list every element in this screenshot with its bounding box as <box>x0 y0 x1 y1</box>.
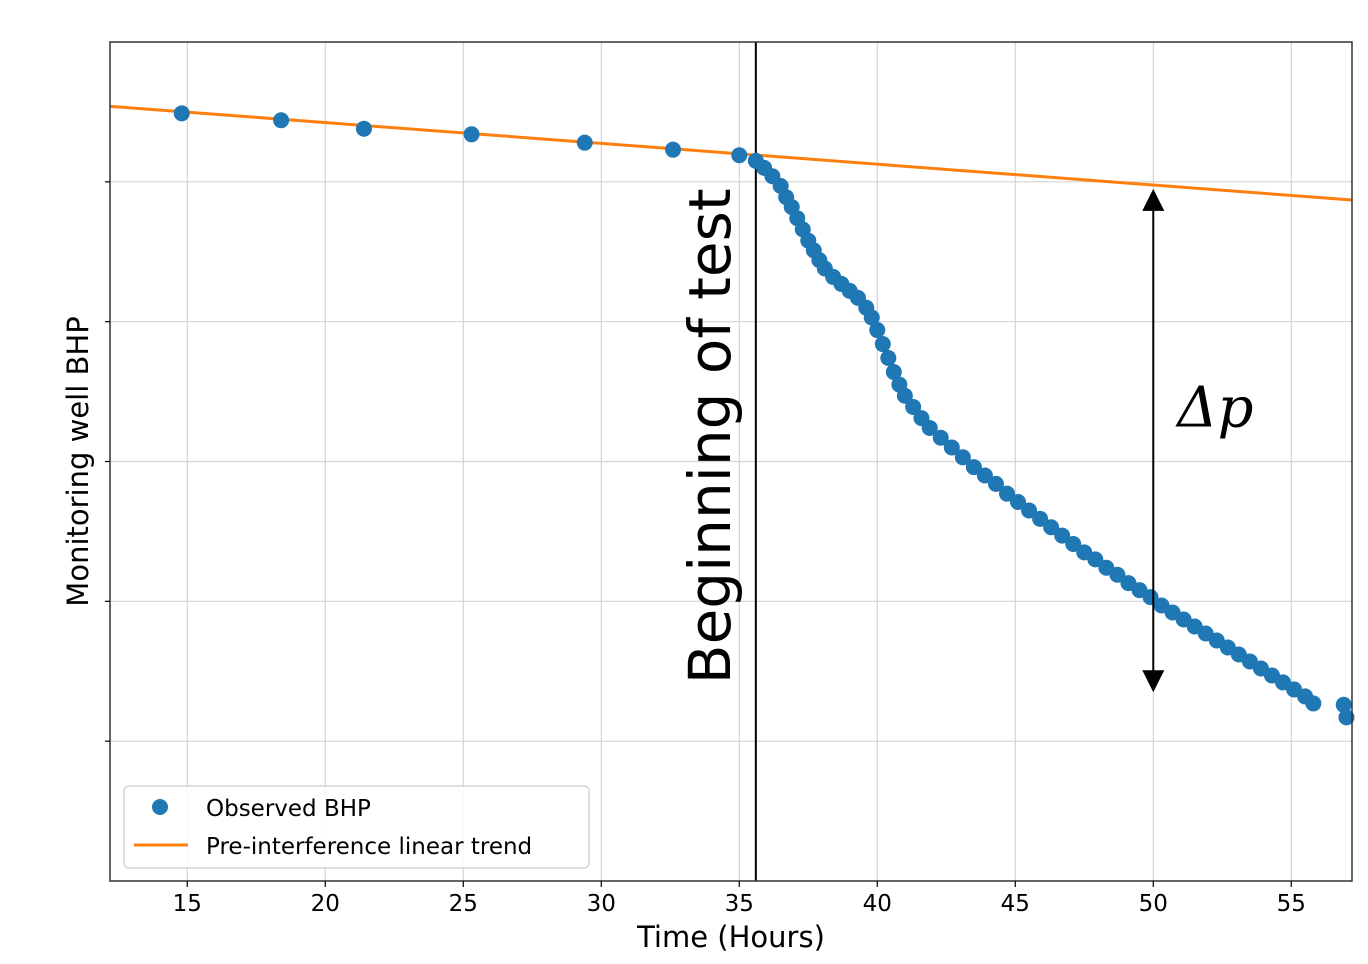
legend-label-trend: Pre-interference linear trend <box>206 834 532 860</box>
data-point <box>921 419 938 436</box>
data-point <box>987 475 1004 492</box>
observed-points <box>173 105 1355 726</box>
x-tick-label: 50 <box>1139 891 1168 917</box>
data-point <box>1142 589 1159 606</box>
data-point <box>880 350 897 367</box>
legend-label-observed: Observed BHP <box>206 796 371 822</box>
data-point <box>885 364 902 381</box>
data-point <box>1010 494 1027 511</box>
data-point <box>355 120 372 137</box>
data-point <box>999 485 1015 502</box>
data-point <box>943 439 960 456</box>
legend-marker-observed <box>152 799 168 815</box>
data-point <box>1021 502 1038 519</box>
data-point <box>1065 536 1082 553</box>
y-axis-ticks <box>105 181 110 742</box>
data-point <box>1109 566 1126 583</box>
data-point <box>1338 709 1355 726</box>
data-point <box>954 449 971 466</box>
x-tick-label: 40 <box>863 891 892 917</box>
data-point <box>1054 527 1071 544</box>
trend-line <box>109 104 1353 202</box>
x-tick-label: 55 <box>1277 891 1306 917</box>
legend: Observed BHP Pre-interference linear tre… <box>123 785 590 869</box>
data-point <box>896 387 913 404</box>
data-point <box>173 105 190 122</box>
test-start-label: Beginning of test <box>676 188 744 684</box>
delta-arrow-head-bottom <box>1142 670 1165 693</box>
x-tick-label: 25 <box>449 891 478 917</box>
data-point <box>965 459 982 476</box>
data-point <box>905 398 922 415</box>
delta-p-label: Δp <box>1175 376 1253 441</box>
data-point <box>665 141 682 158</box>
x-axis-label: Time (Hours) <box>636 920 825 954</box>
delta-arrow-head-top <box>1142 188 1165 211</box>
x-tick-label: 20 <box>311 891 340 917</box>
data-point <box>976 467 993 484</box>
y-axis-label: Monitoring well BHP <box>61 316 95 606</box>
x-tick-label: 45 <box>1001 891 1030 917</box>
data-point <box>1087 551 1104 568</box>
data-point <box>1335 696 1352 713</box>
grid <box>110 42 1352 881</box>
data-point <box>863 309 880 326</box>
legend-box <box>123 785 590 869</box>
data-point <box>869 322 886 339</box>
x-tick-label: 35 <box>725 891 754 917</box>
delta-arrow-layer <box>1142 188 1165 693</box>
data-point <box>463 126 480 143</box>
data-point <box>273 112 290 129</box>
data-point <box>932 429 949 446</box>
data-point <box>1032 510 1049 527</box>
data-point <box>1305 695 1322 712</box>
x-tick-label: 30 <box>587 891 616 917</box>
x-axis-ticks: 15 20 25 30 35 40 45 50 55 <box>173 881 1306 917</box>
data-point <box>576 134 593 151</box>
data-point <box>1043 519 1060 536</box>
data-point <box>731 147 748 164</box>
x-tick-label: 15 <box>173 891 202 917</box>
data-point <box>874 336 891 353</box>
trend-layer <box>109 104 1353 202</box>
